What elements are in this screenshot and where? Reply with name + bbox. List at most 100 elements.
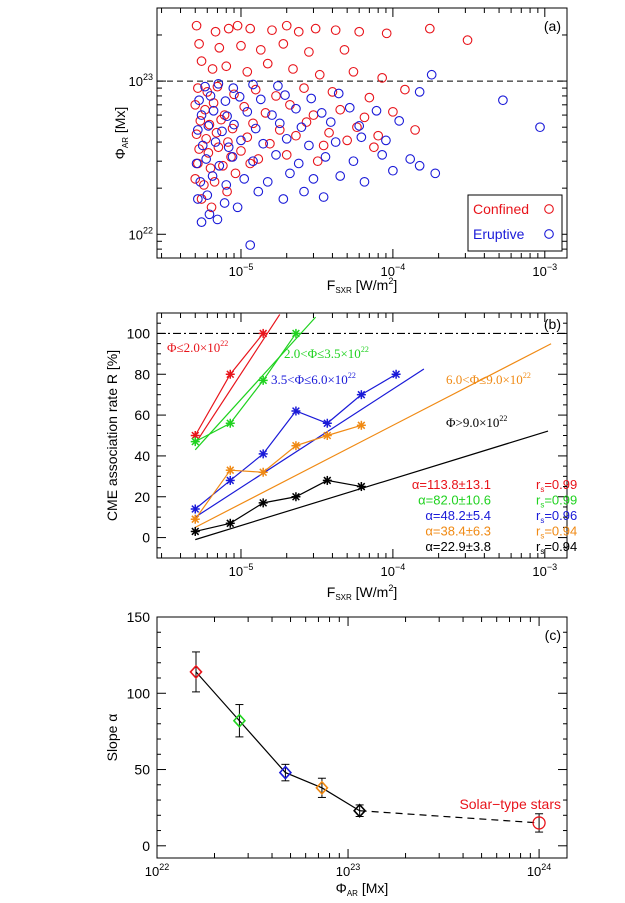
star-stroke [191, 527, 200, 536]
data-point [335, 104, 346, 115]
data-point [225, 518, 235, 528]
data-point [258, 138, 269, 149]
fit-line [194, 316, 317, 451]
data-point [223, 137, 233, 147]
data-point [250, 123, 261, 134]
data-point [320, 152, 331, 162]
data-point [189, 664, 203, 680]
y-tick-label: 60 [134, 407, 150, 423]
data-point [330, 25, 341, 36]
data-point [190, 526, 200, 536]
fit-line [195, 430, 549, 541]
data-point [364, 92, 375, 103]
data-point [205, 91, 216, 101]
data-point [291, 130, 301, 141]
data-point [410, 125, 420, 135]
data-point [388, 106, 398, 117]
data-point [191, 158, 202, 169]
x-axis-label: FSXR [W/m2] [327, 583, 397, 602]
data-point [214, 160, 225, 171]
star-stroke [226, 476, 235, 485]
data-point [285, 99, 295, 110]
data-point [299, 186, 309, 197]
data-point [250, 84, 261, 95]
data-point [315, 780, 329, 796]
data-point [377, 72, 388, 83]
fit-alpha: α=82.0±10.6 [418, 493, 491, 508]
series-label: 6.0<Φ≤9.0×1022 [446, 371, 531, 387]
y-axis-label: Slope α [104, 714, 120, 762]
data-point [369, 142, 379, 153]
data-point [278, 39, 289, 49]
data-point [236, 146, 246, 156]
data-point [498, 95, 508, 106]
data-point [267, 110, 277, 120]
data-point [356, 482, 366, 492]
data-point [225, 369, 235, 379]
data-point [391, 369, 401, 379]
star-stroke [392, 370, 401, 379]
data-point [190, 504, 200, 514]
series-label: Φ>9.0×1022 [446, 414, 507, 430]
data-point [211, 127, 222, 138]
star-stroke [357, 482, 366, 491]
data-point [213, 142, 224, 153]
data-point [430, 168, 441, 179]
data-point [245, 158, 256, 169]
series-confined [190, 20, 473, 213]
data-point [223, 23, 234, 34]
data-point [356, 420, 366, 430]
legend-marker [544, 204, 554, 214]
data-point [356, 132, 367, 143]
data-point [333, 88, 344, 99]
series-label: 2.0<Φ≤3.5×1022 [284, 345, 369, 361]
data-point [371, 105, 382, 116]
data-point [304, 140, 314, 151]
data-point [414, 87, 425, 97]
data-point [192, 125, 203, 135]
fit-alpha: α=38.4±6.3 [425, 524, 491, 539]
data-point [271, 91, 281, 101]
data-point [258, 328, 268, 338]
data-point [278, 765, 292, 780]
star-stroke [357, 390, 366, 399]
data-point [293, 26, 304, 37]
star-stroke [292, 492, 300, 501]
series-eruptive [191, 69, 545, 250]
data-point [353, 803, 367, 818]
data-point [196, 110, 207, 120]
data-point [217, 126, 227, 137]
series-label: 3.5<Φ≤6.0×1022 [271, 371, 356, 387]
data-point [288, 64, 298, 74]
data-point [255, 44, 266, 55]
data-point [424, 23, 435, 34]
data-point [245, 240, 256, 250]
data-point [225, 418, 235, 428]
data-point [400, 84, 410, 95]
x-axis-label: ΦAR [Mx] [336, 880, 389, 898]
data-point [414, 160, 425, 171]
data-point [200, 81, 210, 92]
data-point [405, 154, 416, 164]
data-point [535, 122, 545, 133]
data-point [248, 118, 258, 129]
data-point [220, 96, 231, 106]
fit-r: rs=0.99 [536, 477, 577, 494]
data-point [274, 125, 285, 135]
data-point [190, 514, 200, 524]
data-point [196, 56, 207, 66]
data-point [216, 114, 226, 125]
data-point [262, 176, 273, 187]
panel-c: 0 50 100 150 Solar−type stars (c) [127, 609, 568, 859]
data-point [296, 122, 307, 133]
data-point [207, 171, 218, 181]
data-point [201, 154, 212, 164]
star-stroke [226, 519, 235, 528]
data-point [239, 174, 250, 184]
legend-label: Eruptive [473, 226, 525, 242]
data-point [342, 135, 353, 146]
data-point [239, 101, 250, 112]
data-point [352, 122, 362, 133]
data-point [322, 475, 332, 485]
solar-star-point [532, 816, 546, 830]
